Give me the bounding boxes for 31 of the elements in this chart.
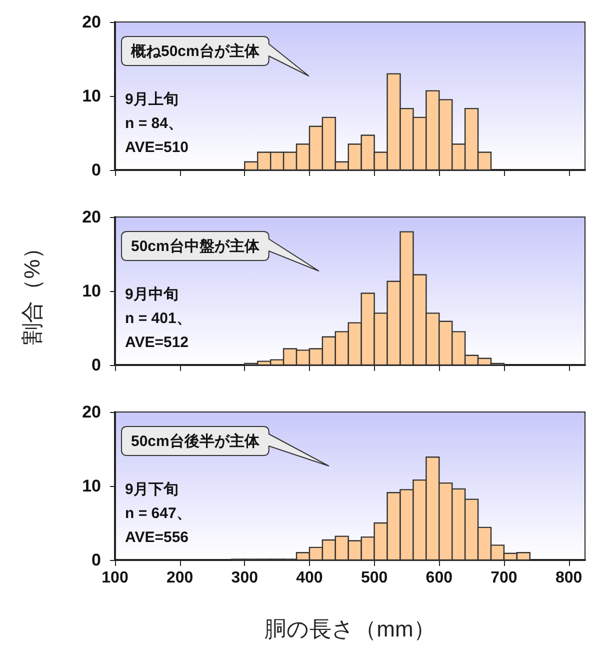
annotation: 50cm台後半が主体 [131, 432, 260, 451]
x-tick-label: 700 [490, 570, 518, 586]
y-tick-label: 0 [92, 356, 101, 374]
y-tick-label: 20 [82, 208, 101, 226]
y-tick-label: 0 [92, 550, 101, 570]
annotation: n = 647、 [125, 505, 192, 522]
x-tick-label: 100 [102, 570, 128, 586]
annotation: 9月中旬 [125, 286, 178, 303]
annotation: n = 401、 [125, 310, 192, 327]
annotation: 9月下旬 [125, 481, 178, 498]
x-tick-label: 800 [555, 570, 582, 586]
x-tick-label: 400 [296, 570, 323, 586]
annotation: 概ね50cm台が主体 [131, 42, 260, 61]
x-tick-label: 200 [166, 570, 194, 586]
annotation: n = 84、 [125, 115, 183, 132]
y-tick-label: 10 [82, 86, 101, 106]
annotation: 9月上旬 [125, 91, 178, 108]
annotation: AVE=510 [125, 139, 189, 156]
annotation: AVE=512 [125, 334, 189, 351]
x-tick-label: 600 [426, 570, 453, 586]
x-axis-title: 胴の長さ（mm） [264, 616, 436, 642]
y-axis-title: 割合（%） [20, 237, 44, 345]
y-tick-label: 10 [82, 282, 101, 300]
y-tick-label: 20 [82, 12, 101, 32]
x-tick-label: 300 [231, 570, 258, 586]
y-tick-label: 20 [82, 402, 101, 422]
annotation: AVE=556 [125, 529, 189, 546]
x-tick-label: 500 [360, 570, 388, 586]
y-tick-label: 0 [92, 160, 101, 180]
annotation: 50cm台中盤が主体 [131, 237, 260, 256]
y-tick-label: 10 [82, 476, 101, 496]
